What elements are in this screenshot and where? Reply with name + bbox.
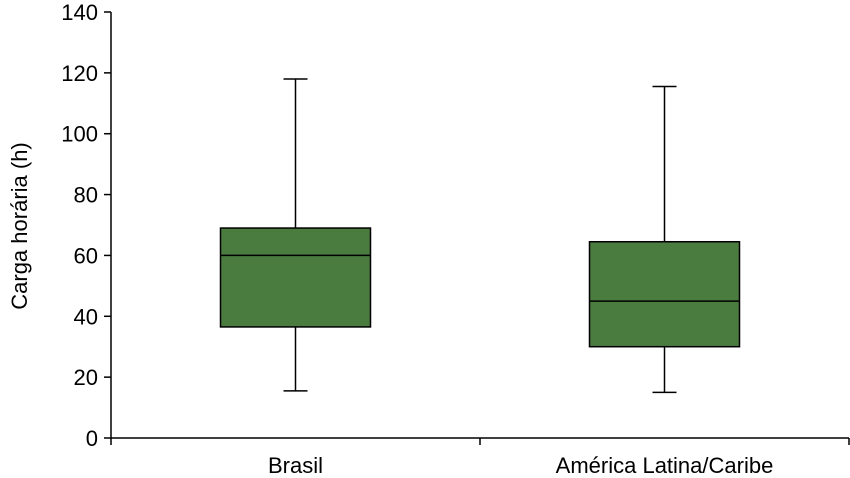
y-tick-label: 60 — [74, 243, 98, 268]
x-category-label: Brasil — [268, 453, 323, 478]
x-category-label: América Latina/Caribe — [556, 453, 774, 478]
box-2 — [588, 85, 741, 394]
y-tick-label: 140 — [61, 0, 98, 25]
iqr-box — [219, 227, 372, 328]
y-tick-label: 100 — [61, 122, 98, 147]
y-tick-label: 120 — [61, 61, 98, 86]
y-tick-label: 80 — [74, 183, 98, 208]
y-tick-label: 20 — [74, 365, 98, 390]
y-axis-title: Carga horária (h) — [7, 142, 32, 310]
box-1 — [219, 78, 372, 392]
x-axis: Brasil América Latina/Caribe — [110, 437, 850, 478]
iqr-box — [588, 240, 741, 348]
y-tick-label: 0 — [86, 426, 98, 451]
y-axis: 0 20 40 60 80 100 120 140 — [61, 0, 112, 451]
boxes — [219, 78, 741, 394]
y-tick-label: 40 — [74, 304, 98, 329]
